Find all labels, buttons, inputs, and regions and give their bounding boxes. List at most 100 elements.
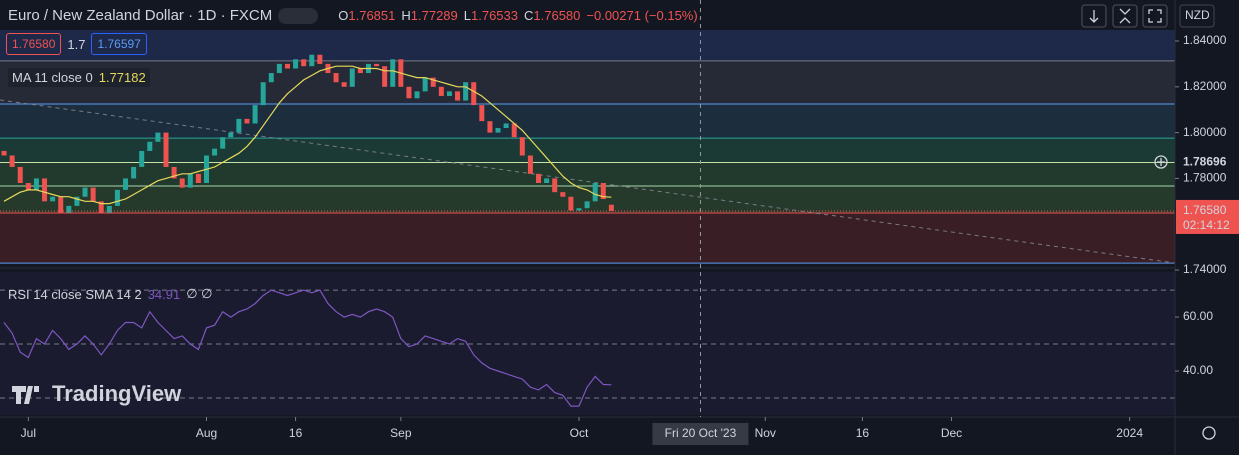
rsi-extra: ∅ ∅ [186, 286, 213, 301]
candle-body [544, 178, 550, 184]
candle-body [301, 59, 307, 67]
candle-body [228, 132, 234, 138]
crosshair-label: Fri 20 Oct '23 [665, 426, 737, 440]
currency[interactable]: NZD [1185, 8, 1210, 22]
candle-body [147, 141, 153, 151]
candle-body [179, 178, 185, 188]
candle-body [195, 173, 201, 184]
ma-line [3, 65, 612, 205]
trade-row: 1.76580 1.7 1.76597 [6, 33, 147, 55]
candle-body [503, 123, 509, 129]
button[interactable] [1112, 4, 1138, 28]
candle-body [422, 77, 428, 92]
candle-body [90, 187, 96, 202]
status-pill[interactable] [278, 7, 319, 24]
ohlc: O1.76851 H1.77289 L1.76533 C1.76580 [338, 8, 580, 23]
icon [1157, 158, 1165, 166]
level-band [0, 213, 1175, 264]
level-band [0, 138, 1175, 163]
candle-body [584, 201, 590, 209]
x-tick-label: Nov [755, 426, 776, 440]
rsi-line [3, 289, 612, 407]
candle-body [42, 178, 48, 202]
candle-body [220, 137, 226, 149]
x-tick-label: 2024 [1116, 426, 1143, 440]
level-band [0, 60, 1175, 104]
button[interactable] [1081, 4, 1107, 28]
ohlc-value: 1.76533 [471, 8, 518, 23]
candle-body [341, 82, 347, 87]
candle-body [33, 178, 39, 190]
candle-body [82, 187, 88, 197]
x-tick-label: 16 [856, 426, 870, 440]
y-tick-label: 1.78000 [1183, 171, 1227, 185]
icon [1148, 9, 1162, 23]
foreground: 1.84000 1.82000 1.80000 1.78000 1.74000 60.00… [0, 0, 1239, 445]
candle-body [131, 166, 137, 179]
rsi-legend: RSI 14 close SMA 14 2 34.91 ∅ ∅ [8, 286, 213, 302]
ma-legend: MA 11 close 0 1.77182 [8, 68, 150, 87]
ohlc-item: O1.76851 [338, 8, 395, 23]
buy-price[interactable]: 1.76597 [91, 33, 147, 55]
ma-value: 1.77182 [98, 70, 146, 85]
countdown: 02:14:12 [1183, 218, 1230, 232]
ohlc-value: 1.77289 [410, 8, 458, 23]
x-tick-label: Aug [196, 426, 217, 440]
y-tick-label: 40.00 [1183, 363, 1213, 377]
candle-body [406, 86, 412, 99]
candle-body [236, 118, 242, 133]
candle-body [106, 205, 112, 213]
last-price: 1.76580 [1183, 203, 1227, 217]
currency-button[interactable] [1179, 4, 1215, 28]
spread: 1.7 [67, 36, 86, 52]
ohlc-value: 1.76580 [533, 8, 581, 23]
add-icon[interactable] [1154, 155, 1168, 169]
candle-body [114, 189, 120, 206]
candle-body [374, 63, 380, 67]
pane-bg [0, 272, 1175, 415]
candle-body [244, 118, 250, 124]
candle-body [293, 59, 299, 69]
rsi-value: 34.91 [147, 286, 181, 302]
ma-name: MA 11 close 0 [12, 70, 93, 85]
change: −0.00271 (−0.15%) [586, 8, 698, 23]
candle-body [317, 54, 323, 64]
y-tick-label: 1.80000 [1183, 125, 1227, 139]
candle-body [284, 63, 290, 69]
candle-body [438, 86, 444, 96]
candle-body [333, 73, 339, 83]
candle-body [260, 82, 266, 106]
watermark-logo [12, 386, 39, 404]
candle-body [212, 148, 218, 156]
candle-body [568, 196, 574, 211]
candle-body [592, 183, 598, 202]
candle-body [66, 205, 72, 213]
ohlc-key: L [463, 8, 471, 23]
candle-body [414, 91, 420, 99]
trend-line [0, 99, 1176, 264]
x-tick-label: Dec [941, 426, 962, 440]
candle-body [527, 155, 533, 174]
candle-body [430, 77, 436, 87]
level-band [0, 103, 1175, 139]
candle-body [511, 123, 517, 138]
x-tick-label: Jul [21, 426, 36, 440]
backgrounds [0, 30, 1175, 415]
level-band [0, 263, 1175, 265]
y-tick-label: 1.84000 [1183, 33, 1227, 47]
candle-body [276, 63, 282, 74]
x-tick-label: 16 [289, 426, 303, 440]
settings-icon[interactable] [1202, 426, 1216, 440]
sell-price[interactable]: 1.76580 [6, 33, 62, 55]
x-tick-label: Sep [390, 426, 412, 440]
level-tag-bg [1176, 152, 1239, 173]
candle-body [155, 132, 161, 142]
icon [1089, 10, 1099, 23]
candle-body [357, 68, 363, 74]
level-band [0, 162, 1175, 186]
button[interactable] [1142, 4, 1168, 28]
toolbar [1081, 4, 1216, 440]
candle-body [252, 105, 258, 124]
